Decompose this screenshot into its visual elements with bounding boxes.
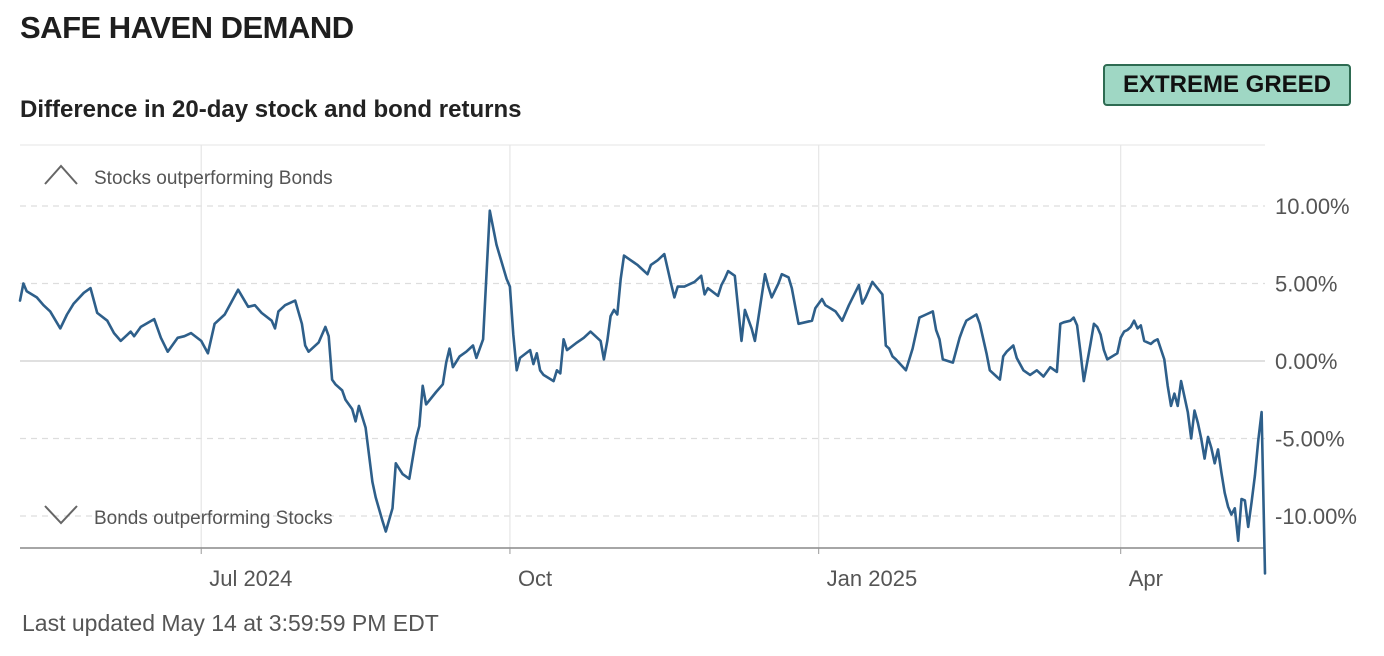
x-tick-label: Jan 2025 bbox=[827, 566, 918, 591]
annotation-bottom: Bonds outperforming Stocks bbox=[94, 508, 333, 529]
grid bbox=[20, 144, 1265, 549]
annotation-top: Stocks outperforming Bonds bbox=[94, 168, 333, 189]
y-tick-label: -5.00% bbox=[1275, 427, 1345, 452]
chart-annotations: Stocks outperforming Bonds Bonds outperf… bbox=[44, 164, 333, 529]
chart-subtitle: Difference in 20-day stock and bond retu… bbox=[20, 96, 522, 123]
y-tick-label: 5.00% bbox=[1275, 272, 1337, 297]
x-tick-label: Oct bbox=[518, 566, 552, 591]
y-axis-ticks: 10.00% 5.00% 0.00% -5.00% -10.00% bbox=[1275, 194, 1357, 529]
y-tick-label: 0.00% bbox=[1275, 349, 1337, 374]
series-line-layer bbox=[18, 209, 1267, 575]
x-tick-label: Apr bbox=[1129, 566, 1163, 591]
x-tick-label: Jul 2024 bbox=[209, 566, 292, 591]
y-tick-label: -10.00% bbox=[1275, 504, 1357, 529]
last-updated: Last updated May 14 at 3:59:59 PM EDT bbox=[22, 610, 439, 636]
line-chart: Stocks outperforming Bonds Bonds outperf… bbox=[18, 144, 1357, 591]
y-tick-label: 10.00% bbox=[1275, 194, 1350, 219]
section-title: SAFE HAVEN DEMAND bbox=[20, 10, 354, 45]
series-line bbox=[18, 209, 1267, 575]
chevron-up-icon bbox=[44, 164, 78, 185]
x-axis-ticks: Jul 2024 Oct Jan 2025 Apr bbox=[200, 548, 1163, 591]
chevron-down-icon bbox=[44, 505, 78, 525]
rating-badge: EXTREME GREED bbox=[1103, 64, 1351, 106]
